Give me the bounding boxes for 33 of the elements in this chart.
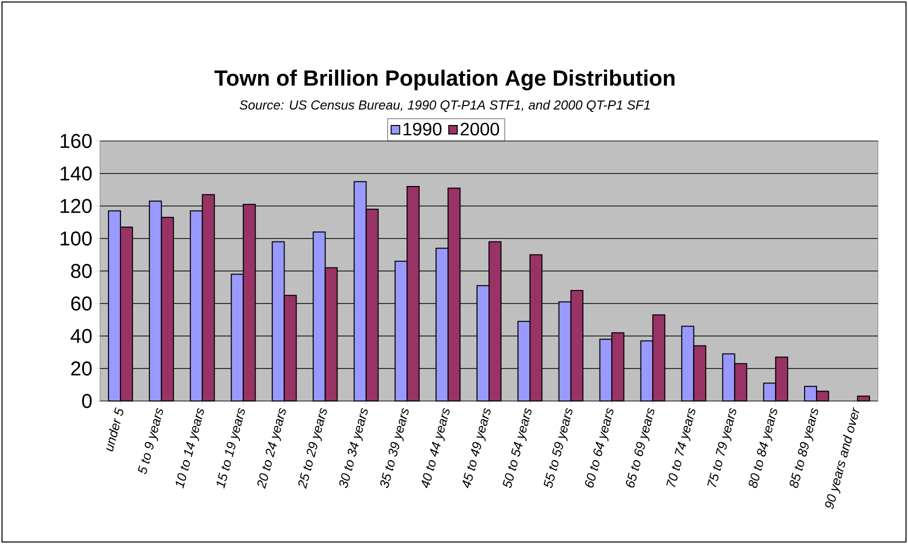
- chart-subtitle: Source: US Census Bureau, 1990 QT-P1A STF1, and 2000 QT-P1 SF1: [240, 100, 650, 112]
- y-tick-label: 140: [60, 166, 92, 181]
- x-tick-label: 85 to 89 years: [790, 408, 818, 488]
- x-tick-label: 45 to 49 years: [462, 408, 491, 488]
- y-tick-label: 120: [60, 198, 92, 214]
- x-tick-label: 70 to 74 years: [666, 408, 696, 488]
- chart-title: Town of Brillion Population Age Distribution: [214, 70, 674, 90]
- legend-label: 1990: [404, 122, 442, 136]
- y-tick-label: 40: [70, 328, 92, 344]
- legend-label: 2000: [460, 122, 500, 136]
- y-tick-label: 160: [60, 134, 92, 148]
- x-tick-label: 40 to 44 years: [422, 408, 450, 488]
- y-tick-label: 0: [82, 394, 92, 408]
- x-tick-label: 30 to 34 years: [339, 408, 368, 488]
- y-tick-label: 20: [71, 361, 92, 376]
- x-tick-label: 65 to 69 years: [626, 408, 654, 488]
- y-tick-label: 80: [71, 264, 92, 278]
- x-tick-label: under 5: [106, 407, 124, 452]
- x-tick-label: 10 to 14 years: [176, 408, 204, 489]
- x-tick-label: 55 to 59 years: [544, 408, 572, 488]
- x-tick-label: 20 to 24 years: [257, 408, 286, 489]
- x-tick-label: 90 years and over: [825, 407, 860, 509]
- x-tick-label: 35 to 39 years: [380, 408, 409, 488]
- x-tick-label: 60 to 64 years: [585, 408, 614, 488]
- x-tick-label: 50 to 54 years: [502, 408, 532, 488]
- bar: [857, 396, 870, 402]
- y-tick-label: 100: [60, 231, 92, 246]
- x-tick-label: 5 to 9 years: [138, 408, 163, 474]
- x-tick-label: 15 to 19 years: [216, 408, 245, 489]
- y-tick-label: 60: [71, 296, 92, 311]
- x-tick-label: 80 to 84 years: [748, 408, 778, 488]
- x-tick-label: 75 to 79 years: [707, 408, 736, 488]
- x-tick-label: 25 to 29 years: [298, 408, 327, 489]
